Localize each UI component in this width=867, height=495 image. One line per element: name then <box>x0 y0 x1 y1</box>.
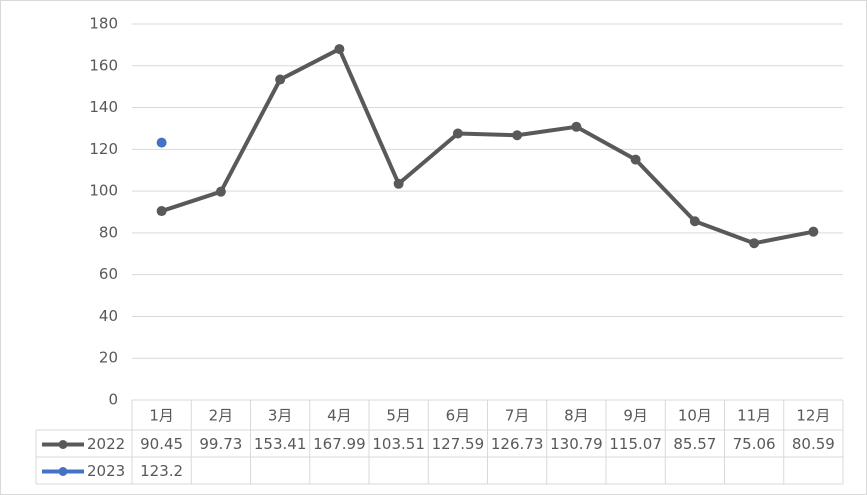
marker <box>689 216 700 227</box>
table-value: 126.73 <box>491 435 544 453</box>
x-tick-label: 12月 <box>796 407 830 425</box>
x-tick-label: 10月 <box>678 407 712 425</box>
table-value: 99.73 <box>199 435 242 453</box>
marker <box>334 44 345 55</box>
x-tick-label: 7月 <box>505 407 530 425</box>
y-tick-label: 60 <box>99 265 118 283</box>
table-value: 130.79 <box>550 435 603 453</box>
marker <box>393 178 404 189</box>
marker <box>630 154 641 165</box>
y-tick-label: 160 <box>89 56 118 74</box>
marker <box>808 226 819 237</box>
table-value: 103.51 <box>372 435 425 453</box>
x-tick-label: 9月 <box>623 407 648 425</box>
table-value: 80.59 <box>792 435 835 453</box>
y-tick-label: 100 <box>89 182 118 200</box>
y-tick-label: 40 <box>99 307 118 325</box>
marker <box>156 206 167 217</box>
x-tick-label: 2月 <box>209 407 234 425</box>
table-value: 90.45 <box>140 435 183 453</box>
series-line <box>161 47 814 246</box>
y-tick-label: 80 <box>99 223 118 241</box>
marker <box>571 121 582 132</box>
table-value: 153.41 <box>254 435 307 453</box>
marker <box>512 130 523 141</box>
legend-marker <box>58 467 68 476</box>
x-tick-label: 5月 <box>386 407 411 425</box>
y-tick-label: 20 <box>99 349 118 367</box>
marker <box>156 137 167 148</box>
table-value: 167.99 <box>313 435 366 453</box>
y-tick-label: 140 <box>89 98 118 116</box>
y-tick-label: 0 <box>108 391 118 409</box>
legend-label: 2023 <box>87 462 125 480</box>
legend-label: 2022 <box>87 435 125 453</box>
table-value: 123.2 <box>140 462 183 480</box>
x-tick-label: 11月 <box>737 407 771 425</box>
marker <box>749 238 760 249</box>
x-tick-label: 1月 <box>149 407 174 425</box>
table-value: 127.59 <box>432 435 485 453</box>
table-value: 75.06 <box>733 435 776 453</box>
table-value: 115.07 <box>609 435 662 453</box>
x-tick-label: 4月 <box>327 407 352 425</box>
y-tick-label: 180 <box>89 15 118 33</box>
marker <box>215 186 226 197</box>
marker <box>275 74 286 85</box>
table-value: 85.57 <box>673 435 716 453</box>
x-tick-label: 6月 <box>446 407 471 425</box>
y-tick-label: 120 <box>89 140 118 158</box>
x-tick-label: 3月 <box>268 407 293 425</box>
x-tick-label: 8月 <box>564 407 589 425</box>
legend-marker <box>58 440 68 449</box>
marker <box>452 128 463 139</box>
